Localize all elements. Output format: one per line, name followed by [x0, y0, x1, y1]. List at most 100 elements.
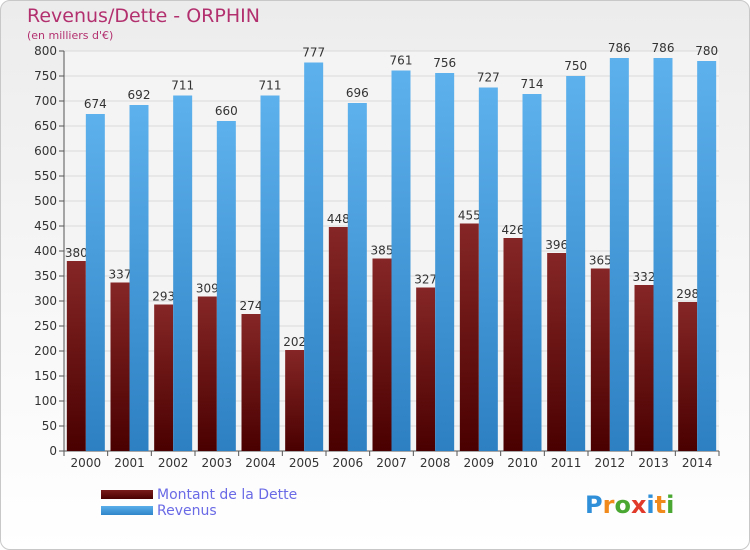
data-label-revenue: 674 [84, 97, 107, 111]
legend-swatch-revenue [101, 506, 153, 515]
legend-label-revenue: Revenus [157, 503, 217, 519]
x-tick-label: 2002 [158, 456, 189, 470]
y-tick-label: 600 [34, 144, 57, 158]
data-label-revenue: 786 [652, 41, 675, 55]
x-tick-label: 2000 [71, 456, 102, 470]
y-tick-label: 50 [42, 419, 57, 433]
y-tick-label: 300 [34, 294, 57, 308]
data-label-revenue: 711 [171, 79, 194, 93]
data-label-debt: 327 [414, 273, 437, 287]
data-label-debt: 274 [240, 299, 263, 313]
bar-revenue [85, 114, 105, 451]
y-tick-label: 350 [34, 269, 57, 283]
data-label-revenue: 761 [390, 54, 413, 68]
y-tick-label: 450 [34, 219, 57, 233]
bar-debt [547, 253, 567, 451]
data-label-debt: 380 [65, 246, 88, 260]
x-tick-label: 2006 [333, 456, 364, 470]
data-label-revenue: 714 [521, 77, 544, 91]
bar-revenue [609, 58, 629, 451]
data-label-debt: 293 [152, 290, 175, 304]
bar-debt [154, 304, 174, 451]
x-tick-label: 2008 [420, 456, 451, 470]
bar-revenue [653, 58, 673, 451]
data-label-revenue: 692 [128, 88, 151, 102]
y-tick-label: 200 [34, 344, 57, 358]
x-tick-label: 2013 [638, 456, 669, 470]
y-tick-label: 650 [34, 119, 57, 133]
data-label-debt: 385 [371, 244, 394, 258]
bar-revenue [566, 76, 586, 451]
x-tick-label: 2010 [507, 456, 538, 470]
data-label-revenue: 780 [695, 44, 718, 58]
bar-debt [372, 258, 392, 451]
bar-revenue [347, 103, 367, 451]
bar-debt [590, 268, 610, 451]
data-label-debt: 455 [458, 209, 481, 223]
y-tick-label: 150 [34, 369, 57, 383]
y-tick-label: 500 [34, 194, 57, 208]
bar-debt [328, 227, 348, 451]
bar-revenue [216, 121, 236, 451]
data-label-debt: 337 [109, 268, 132, 282]
data-label-debt: 332 [633, 270, 656, 284]
bar-revenue [697, 61, 717, 451]
bar-debt [66, 261, 86, 451]
x-tick-label: 2003 [202, 456, 233, 470]
data-label-revenue: 727 [477, 71, 500, 85]
bar-debt [678, 302, 698, 451]
bar-revenue [522, 94, 542, 451]
data-label-debt: 365 [589, 254, 612, 268]
data-label-debt: 426 [502, 223, 525, 237]
y-tick-label: 100 [34, 394, 57, 408]
bar-revenue [435, 73, 455, 451]
chart-title: Revenus/Dette - ORPHIN [27, 5, 260, 27]
x-tick-label: 2009 [464, 456, 495, 470]
data-label-revenue: 750 [564, 59, 587, 73]
y-tick-label: 750 [34, 69, 57, 83]
data-label-revenue: 660 [215, 104, 238, 118]
bar-debt [197, 296, 217, 451]
y-tick-label: 250 [34, 319, 57, 333]
proxiti-logo: Proxiti [585, 491, 675, 519]
bar-debt [459, 223, 479, 451]
x-tick-label: 2011 [551, 456, 582, 470]
y-tick-label: 700 [34, 94, 57, 108]
bar-debt [503, 238, 523, 451]
y-tick-label: 0 [49, 444, 57, 458]
data-label-debt: 298 [676, 287, 699, 301]
x-tick-label: 2007 [376, 456, 407, 470]
bar-debt [416, 287, 436, 451]
bar-revenue [129, 105, 149, 451]
bar-debt [110, 282, 130, 451]
x-tick-label: 2004 [245, 456, 276, 470]
x-tick-label: 2005 [289, 456, 320, 470]
bar-revenue [173, 95, 193, 451]
bar-debt [285, 350, 305, 451]
bar-revenue [260, 95, 280, 451]
data-label-debt: 309 [196, 282, 219, 296]
data-label-debt: 448 [327, 212, 350, 226]
legend-label-debt: Montant de la Dette [157, 487, 298, 503]
x-tick-label: 2001 [114, 456, 145, 470]
bar-revenue [478, 87, 498, 451]
bar-debt [241, 314, 261, 451]
legend-swatch-debt [101, 490, 153, 499]
data-label-revenue: 711 [259, 79, 282, 93]
chart-unit-label: (en milliers d'€) [27, 29, 114, 42]
y-tick-label: 800 [34, 44, 57, 58]
data-label-revenue: 777 [302, 46, 325, 60]
data-label-revenue: 756 [433, 56, 456, 70]
bar-revenue [304, 62, 324, 451]
x-tick-label: 2014 [682, 456, 713, 470]
data-label-revenue: 696 [346, 86, 369, 100]
y-tick-label: 550 [34, 169, 57, 183]
y-tick-label: 400 [34, 244, 57, 258]
data-label-debt: 396 [545, 238, 568, 252]
bar-debt [634, 285, 654, 451]
bar-revenue [391, 70, 411, 451]
data-label-revenue: 786 [608, 41, 631, 55]
x-tick-label: 2012 [595, 456, 626, 470]
